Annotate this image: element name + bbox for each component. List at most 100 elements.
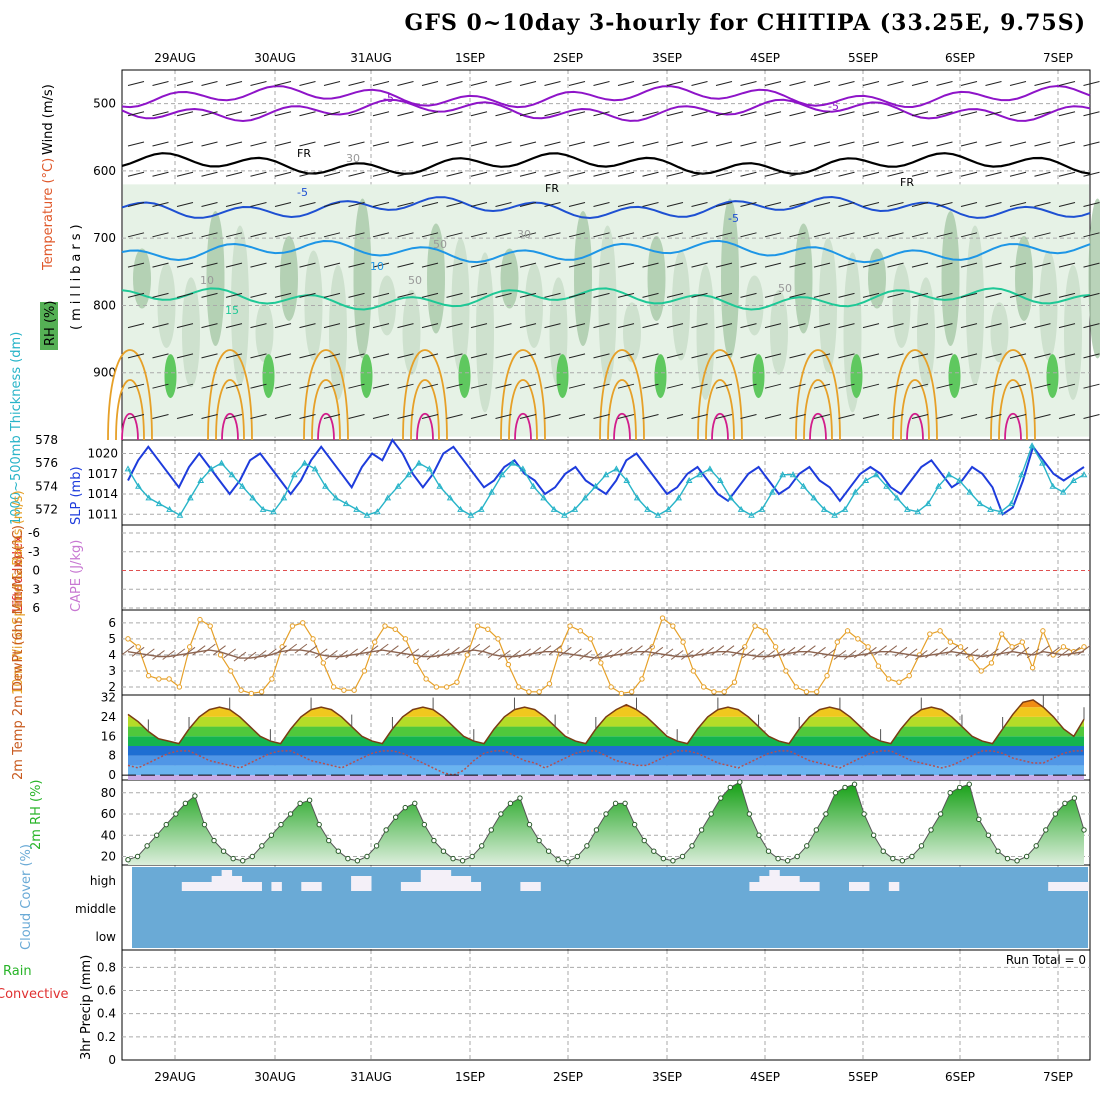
wind-barb: [740, 262, 757, 268]
wind-barb: [813, 413, 831, 419]
wind-barb: [446, 141, 463, 147]
wind-barb: [691, 202, 708, 208]
wind-barb: [642, 202, 659, 208]
rh-point: [870, 832, 877, 838]
wind-speed-point: [207, 623, 213, 629]
wind-barb-10m: [1006, 645, 1020, 656]
thickness-point: [477, 505, 485, 512]
contour-label: -5: [297, 186, 308, 199]
precip-panel: 0.8 0.6 0.4 0.2 0 Run Total = 0 Total / Rain Co…: [0, 953, 1090, 1067]
wind-speed-point: [567, 623, 573, 629]
temp-tick-label: 0: [108, 768, 116, 782]
wind-speed-point: [885, 676, 892, 682]
wind-barb: [372, 111, 390, 117]
wind-barb: [127, 80, 145, 86]
rh-blob: [1088, 198, 1100, 359]
thickness-point: [436, 482, 444, 489]
rh-blob: [990, 302, 1009, 363]
wind-speed-point: [248, 690, 255, 697]
rh-point: [125, 856, 131, 863]
contour-label: FR: [545, 182, 559, 195]
wind-barb: [691, 323, 708, 329]
warm-contour: [795, 349, 841, 441]
wind-barb: [642, 111, 659, 117]
wind-barb: [1034, 383, 1051, 389]
wind-barb: [887, 383, 904, 389]
upper-axis-label-group: Wind (m/s) Temperature (°C) RH (%): [40, 84, 58, 350]
rh-point: [565, 859, 571, 865]
rh-point: [708, 811, 714, 817]
rh-point: [278, 821, 284, 828]
wind-barb-10m: [772, 648, 786, 659]
wind-speed-point: [310, 636, 316, 642]
wind-barb: [446, 292, 463, 298]
cloud-high-bar: [351, 876, 362, 891]
wind-barb: [568, 413, 586, 419]
series-line-temp: [127, 699, 1085, 745]
wind-barb: [838, 232, 855, 238]
wind-barb: [201, 353, 218, 359]
wind-barb: [740, 141, 757, 147]
wind-barb-10m: [203, 643, 216, 654]
wind-speed-point: [947, 639, 954, 645]
wind-barb: [299, 262, 316, 268]
wind-barb: [617, 323, 635, 329]
wind-barb: [838, 413, 855, 419]
cloud-high-bar: [221, 870, 233, 891]
wind-barb: [348, 171, 365, 177]
wind-barb: [176, 232, 194, 238]
wind-barb: [225, 202, 243, 208]
slp-tick-label: 1017: [87, 467, 118, 481]
wind-barb: [495, 232, 512, 238]
thickness-point: [935, 482, 942, 489]
warm-contour: [303, 349, 349, 441]
wind-barb: [666, 262, 684, 268]
wind-barb: [862, 141, 880, 147]
date-label-top: 2SEP: [553, 51, 583, 65]
rh-point: [957, 784, 963, 791]
wind-speed-point: [968, 655, 974, 661]
wind-speed-point: [896, 679, 902, 685]
warm-contour: [892, 349, 938, 441]
rh-blob: [917, 277, 935, 388]
thickness-point: [550, 505, 558, 512]
wind-barb: [593, 171, 610, 177]
rh-high-blob: [948, 354, 961, 399]
wind-barb: [176, 262, 194, 268]
wind-barb-10m: [294, 643, 308, 654]
wind-barb-10m: [447, 646, 460, 657]
wind-barb: [740, 202, 757, 208]
wind-barb: [911, 171, 929, 177]
wind-speed-point: [505, 661, 512, 668]
wind-barb: [862, 80, 880, 86]
wind-barb: [740, 292, 757, 298]
cloud-high-bar: [241, 882, 252, 891]
wind-speed-point: [433, 684, 440, 690]
wind-barb: [642, 413, 659, 419]
wind-barb: [740, 232, 757, 238]
wind-barb: [862, 323, 880, 329]
wind-speed-point: [166, 676, 172, 682]
wind-barb: [666, 413, 684, 419]
wind-barb-10m: [630, 645, 643, 656]
date-label-bottom: 3SEP: [652, 1070, 682, 1084]
wind-barb: [323, 323, 341, 329]
wind-barb: [764, 353, 782, 359]
wind-barb: [470, 111, 488, 117]
date-label-top: 31AUG: [350, 51, 392, 65]
date-label-bottom: 6SEP: [945, 1070, 975, 1084]
wind-barb: [495, 80, 512, 86]
rh-point: [679, 853, 686, 860]
rh-tick-label: 60: [101, 807, 116, 821]
wind-barb: [1083, 383, 1100, 389]
wind-barb: [666, 323, 684, 329]
wind-barb: [813, 353, 831, 359]
cloud-high-bar: [530, 882, 541, 891]
wind-barb-10m: [620, 646, 633, 657]
wind-speed-point: [341, 687, 347, 693]
wind-barb: [299, 141, 316, 147]
wind-barb: [397, 80, 414, 86]
wind-barb: [544, 262, 561, 268]
thickness-point: [301, 459, 309, 466]
rh-tick-label: 80: [101, 786, 116, 800]
